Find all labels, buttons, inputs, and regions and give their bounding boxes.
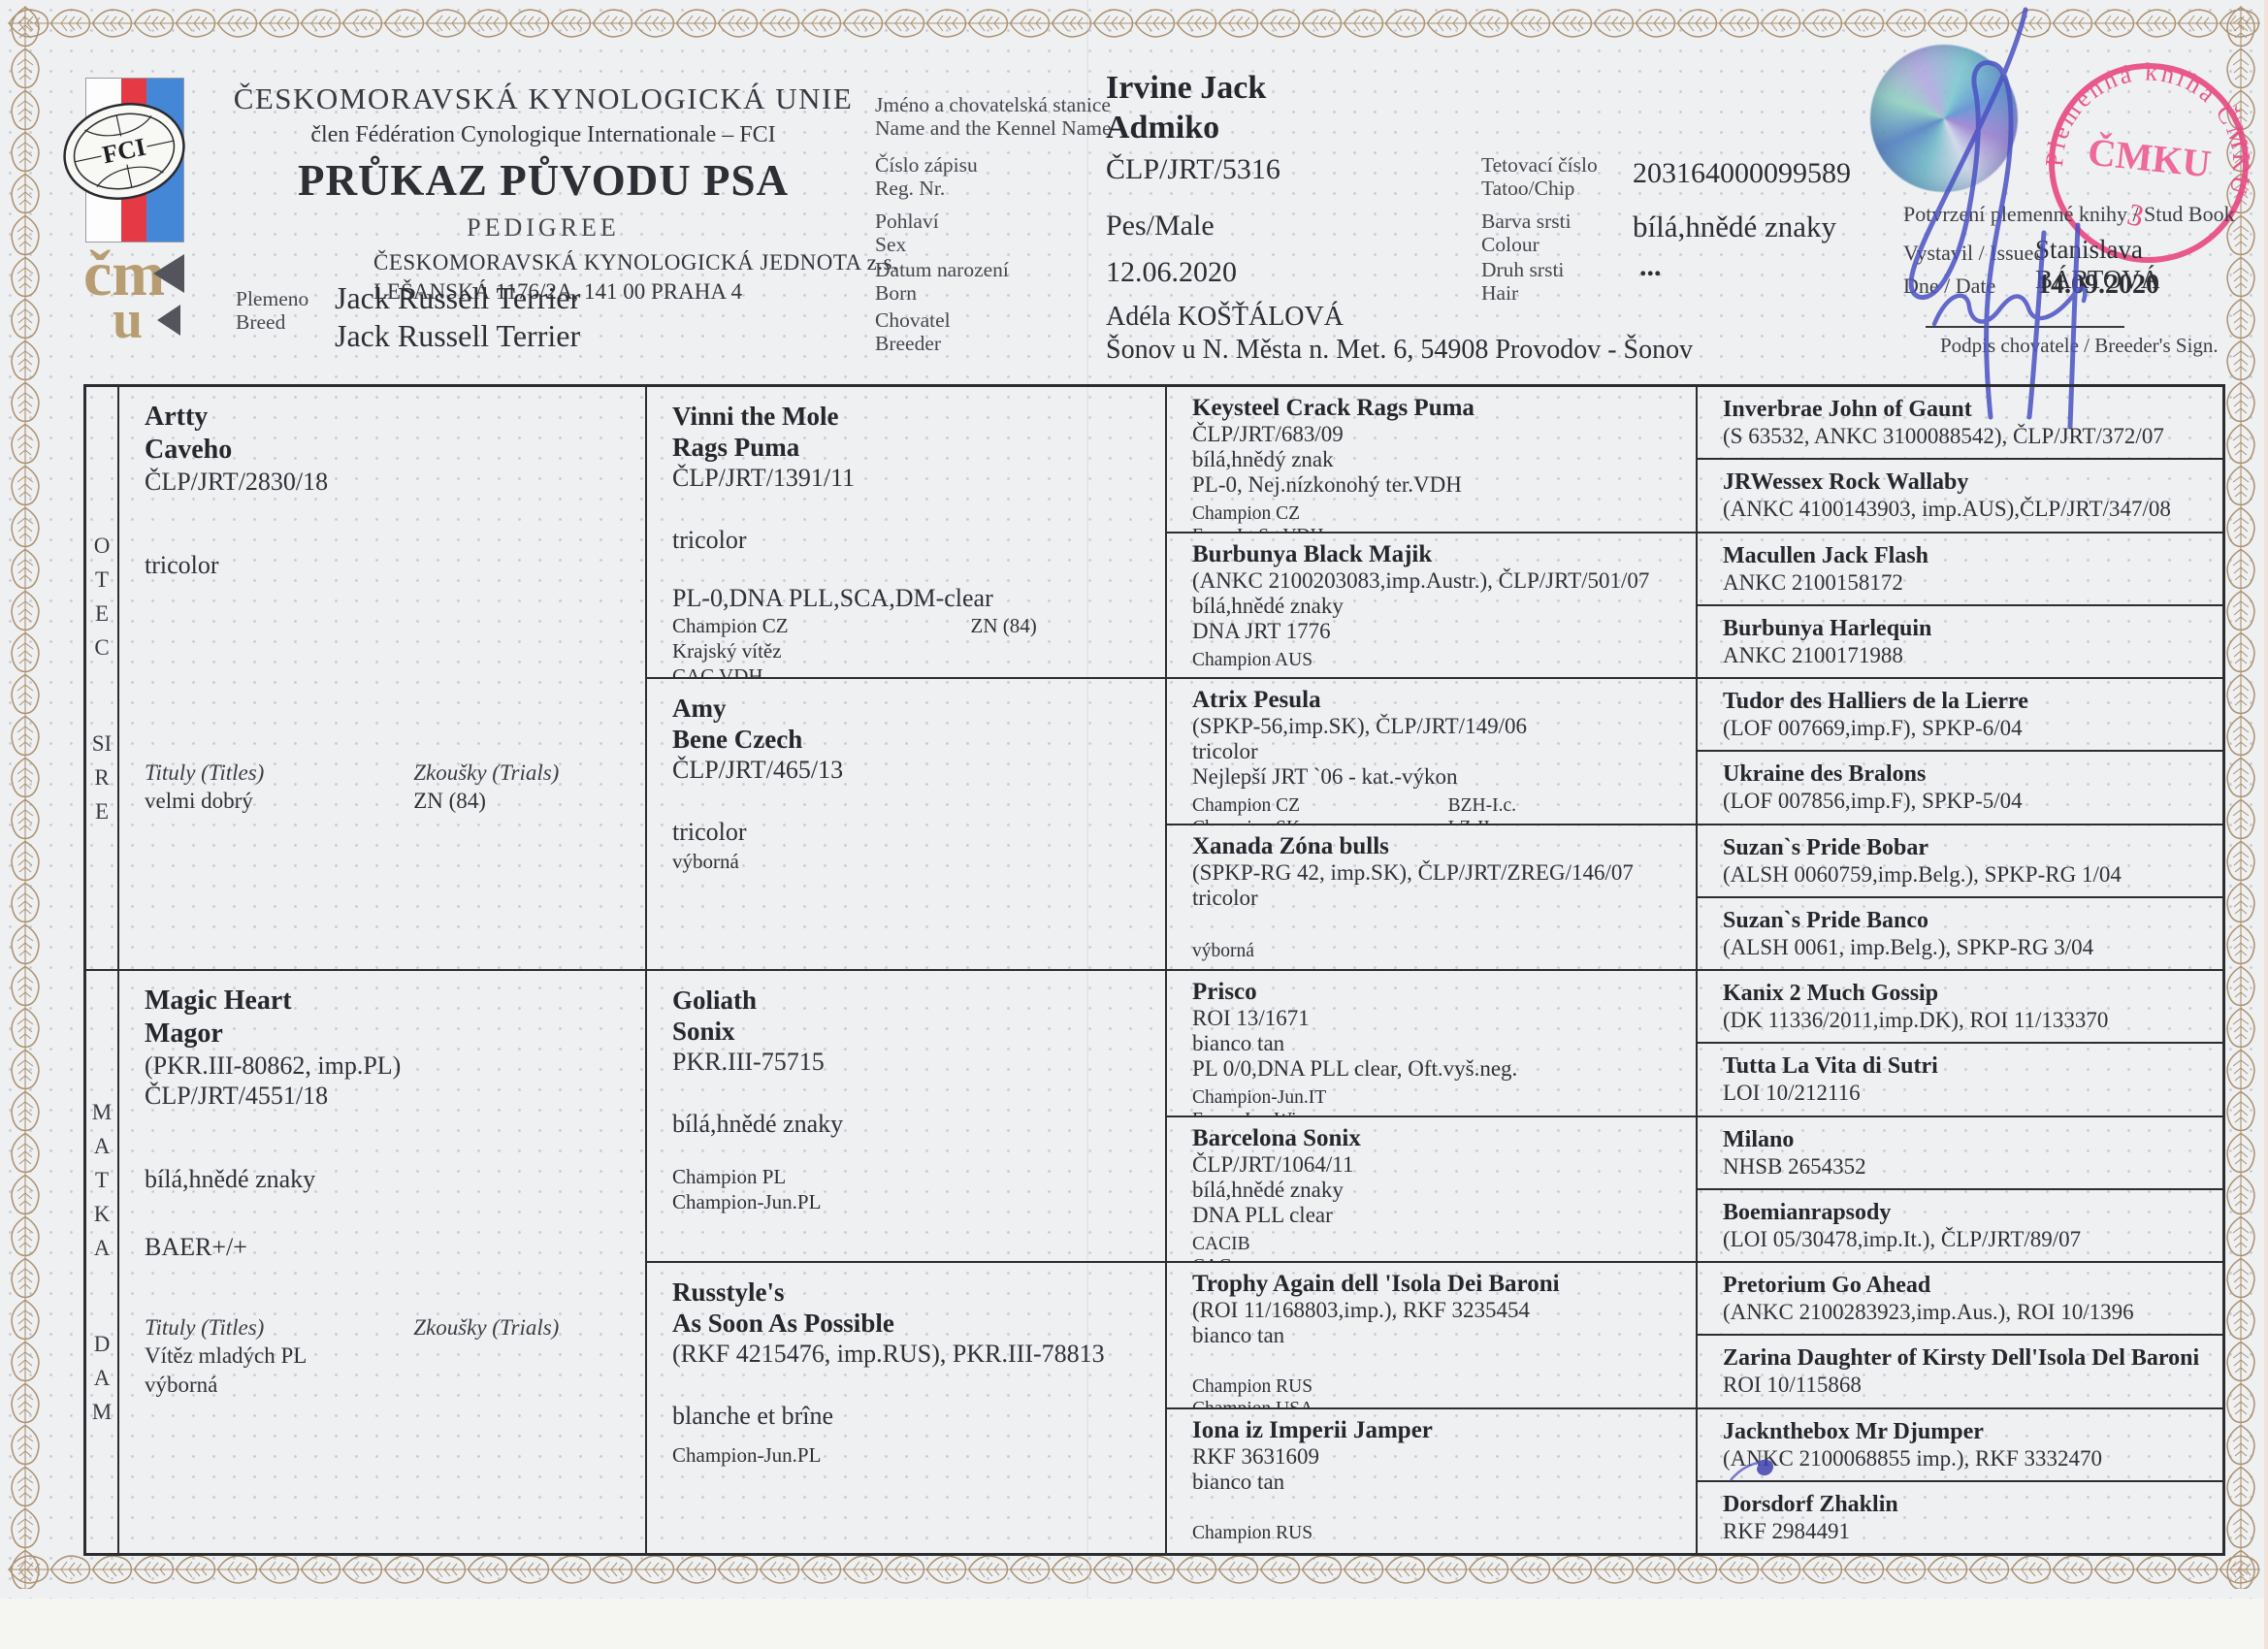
pedigree-cell-gen4-2: JRWessex Rock Wallaby (ANKC 4100143903, … — [1697, 459, 2223, 533]
breed-value: Jack Russell Terrier Jack Russell Terrie… — [335, 280, 581, 353]
svg-text:u: u — [113, 290, 143, 341]
pedigree-cell-gen4-16: Dorsdorf Zhaklin RKF 2984491 — [1697, 1480, 2223, 1554]
fci-oval-emblem: FCI — [63, 103, 185, 200]
born-value: 12.06.2020 — [1106, 256, 1237, 288]
pedigree-cell-gen4-1: Inverbrae John of Gaunt (S 63532, ANKC 3… — [1697, 386, 2223, 460]
page-bottom-margin — [0, 1599, 2268, 1649]
dog-name-value: Irvine Jack Admiko — [1106, 70, 1267, 146]
pedigree-cell-gen4-10: Tutta La Vita di Sutri LOI 10/212116 — [1697, 1043, 2223, 1116]
pedigree-cell-gen4-6: Ukraine des Bralons (LOF 007856,imp.F), … — [1697, 751, 2223, 824]
pedigree-table: OTEC SIRE MATKA DAM Artty Caveho ČLP/JRT… — [83, 384, 2225, 1556]
pedigree-cell-gen4-5: Tudor des Halliers de la Lierre (LOF 007… — [1697, 678, 2223, 752]
stud-book-stamp: Plemenná kniha ČMKU ČMKU 3 — [2037, 35, 2268, 263]
pedigree-cell-gen3-2: Burbunya Black Majik (ANKC 2100203083,im… — [1166, 532, 1697, 678]
sire-side-label: OTEC SIRE — [85, 386, 118, 970]
pedigree-cell-gen3-1: Keysteel Crack Rags Puma ČLP/JRT/683/09 … — [1166, 386, 1697, 533]
cmku-logo: čm u — [83, 241, 184, 341]
org2-name: ČESKOMORAVSKÁ KYNOLOGICKÁ JEDNOTA z.s. — [373, 250, 899, 275]
border-ornament-top — [8, 6, 2260, 43]
border-ornament-right — [2223, 6, 2260, 1589]
colour-value: bílá,hnědé znaky — [1633, 210, 1837, 243]
tatoo-chip-label: Tetovací číslo Tatoo/Chip — [1481, 153, 1598, 200]
hair-value: ... — [1639, 250, 1662, 282]
breeder-sign-label: Podpis chovatele / Breeder's Sign. — [1940, 334, 2219, 357]
org-member-line: člen Fédération Cynologique Internationa… — [310, 122, 776, 147]
pedigree-cell-dam: Magic Heart Magor (PKR.III-80862, imp.PL… — [118, 970, 646, 1554]
tatoo-chip-value: 203164000099589 — [1633, 157, 1851, 189]
date-label: Dne / Date — [1903, 274, 1996, 298]
pedigree-cell-gen3-4: Xanada Zóna bulls (SPKP-RG 42, imp.SK), … — [1166, 824, 1697, 970]
hair-label: Druh srsti Hair — [1481, 258, 1565, 305]
reg-number-value: ČLP/JRT/5316 — [1106, 153, 1280, 185]
pedigree-cell-gen4-7: Suzan`s Pride Bobar (ALSH 0060759,imp.Be… — [1697, 824, 2223, 897]
pedigree-cell-gen4-11: Milano NHSB 2654352 — [1697, 1116, 2223, 1189]
pedigree-cell-gen4-12: Boemianrapsody (LOI 05/30478,imp.It.), Č… — [1697, 1188, 2223, 1262]
breed-label: Plemeno Breed — [236, 287, 309, 334]
breeder-label: Chovatel Breeder — [875, 308, 951, 355]
issued-label: Vystavil / Issued — [1903, 241, 2045, 265]
breeder-value: Adéla KOŠŤÁLOVÁ Šonov u N. Města n. Met.… — [1106, 302, 1694, 365]
pedigree-cell-gen2-3: Goliath Sonix PKR.III-75715 bílá,hnědé z… — [646, 970, 1166, 1262]
pedigree-cell-gen3-8: Iona iz Imperii Jamper RKF 3631609 bianc… — [1166, 1407, 1697, 1554]
pedigree-cell-gen4-3: Macullen Jack Flash ANKC 2100158172 — [1697, 532, 2223, 605]
pedigree-cell-sire: Artty Caveho ČLP/JRT/2830/18 tricolor Ti… — [118, 386, 646, 970]
signature-line — [1926, 326, 2124, 328]
pedigree-cell-gen2-2: Amy Bene Czech ČLP/JRT/465/13 tricolor v… — [646, 678, 1166, 970]
pedigree-cell-gen4-9: Kanix 2 Much Gossip (DK 11336/2011,imp.D… — [1697, 970, 2223, 1044]
pedigree-cell-gen4-14: Zarina Daughter of Kirsty Dell'Isola Del… — [1697, 1335, 2223, 1408]
dam-side-label: MATKA DAM — [85, 970, 118, 1554]
reg-number-label: Číslo zápisu Reg. Nr. — [875, 153, 978, 200]
pedigree-cell-gen3-7: Trophy Again dell 'Isola Dei Baroni (ROI… — [1166, 1262, 1697, 1408]
pedigree-cell-gen4-15: Jacknthebox Mr Djumper (ANKC 2100068855 … — [1697, 1407, 2223, 1481]
org-title: ČESKOMORAVSKÁ KYNOLOGICKÁ UNIE — [233, 81, 854, 115]
born-label: Datum narození Born — [875, 258, 1009, 305]
pedigree-cell-gen3-3: Atrix Pesula (SPKP-56,imp.SK), ČLP/JRT/1… — [1166, 678, 1697, 824]
pedigree-cell-gen4-8: Suzan`s Pride Banco (ALSH 0061, imp.Belg… — [1697, 896, 2223, 970]
colour-label: Barva srsti Colour — [1481, 210, 1571, 256]
pedigree-cell-gen4-13: Pretorium Go Ahead (ANKC 2100283923,imp.… — [1697, 1262, 2223, 1336]
document-title: PRŮKAZ PŮVODU PSA — [297, 156, 790, 205]
svg-text:čm: čm — [83, 241, 165, 309]
org2-address: LEŠANSKÁ 1176/2A, 141 00 PRAHA 4 — [373, 279, 742, 304]
document-subtitle: PEDIGREE — [467, 213, 620, 242]
border-ornament-bottom — [8, 1552, 2260, 1589]
scan-edge — [2264, 0, 2268, 1649]
studbook-confirm-label: Potvrzení plemenné knihy / Stud Book — [1903, 202, 2235, 226]
svg-text:ČMKU: ČMKU — [2086, 130, 2213, 186]
pedigree-cell-gen2-1: Vinni the Mole Rags Puma ČLP/JRT/1391/11… — [646, 386, 1166, 678]
pedigree-cell-gen3-5: Prisco ROI 13/1671 bianco tan PL 0/0,DNA… — [1166, 970, 1697, 1116]
hologram-sticker — [1870, 45, 2018, 192]
fold-crease — [1086, 0, 1090, 1649]
pedigree-cell-gen2-4: Russtyle's As Soon As Possible (RKF 4215… — [646, 1262, 1166, 1554]
name-kennel-label: Jméno a chovatelská stanice Name and the… — [875, 93, 1112, 140]
sex-label: Pohlaví Sex — [875, 210, 939, 256]
border-ornament-left — [8, 6, 45, 1589]
pedigree-cell-gen4-4: Burbunya Harlequin ANKC 2100171988 — [1697, 604, 2223, 678]
date-value: 14.09.2020 — [2037, 270, 2159, 300]
pedigree-cell-gen3-6: Barcelona Sonix ČLP/JRT/1064/11 bílá,hně… — [1166, 1116, 1697, 1262]
sex-value: Pes/Male — [1106, 210, 1215, 242]
